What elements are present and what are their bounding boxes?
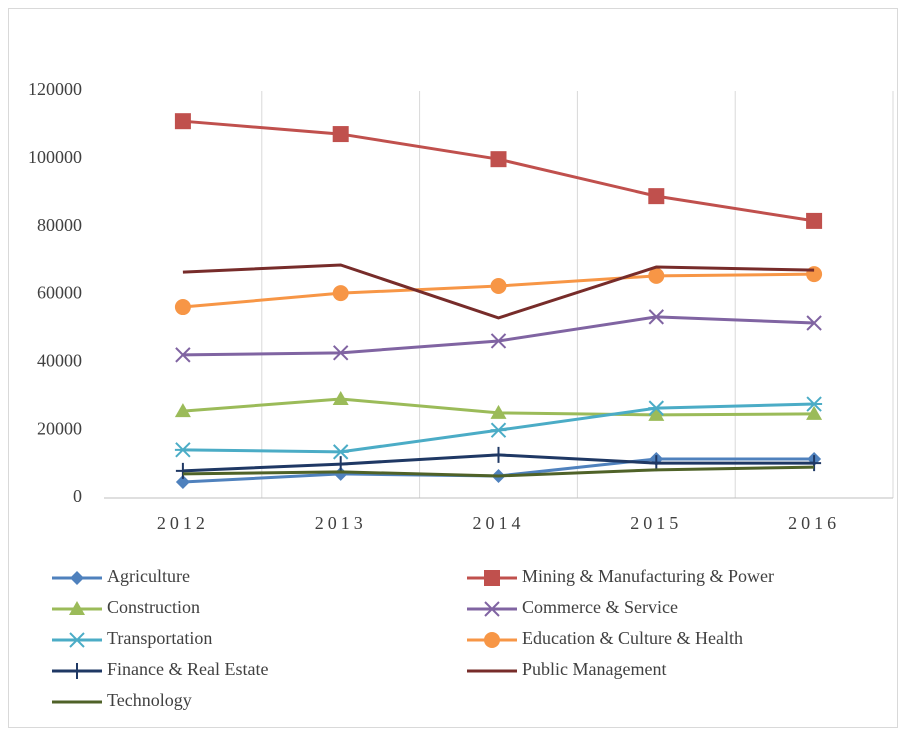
- marker: [332, 345, 349, 361]
- marker: [175, 475, 190, 490]
- chart-frame: [8, 8, 898, 728]
- marker: [648, 267, 665, 284]
- legend-label: Agriculture: [107, 566, 190, 586]
- marker: [174, 299, 191, 316]
- legend-marker: [484, 601, 500, 617]
- x-tick-label: 2014: [473, 513, 525, 533]
- series-line: [182, 465, 815, 478]
- marker: [648, 406, 665, 421]
- legend-label: Mining & Manufacturing & Power: [522, 566, 774, 586]
- y-tick-label: 40000: [37, 350, 82, 370]
- series-line: [182, 119, 815, 223]
- marker: [332, 285, 349, 302]
- y-tick-label: 60000: [37, 283, 82, 303]
- legend-label: Finance & Real Estate: [107, 659, 268, 679]
- marker: [174, 403, 191, 418]
- legend-label: Education & Culture & Health: [522, 628, 743, 648]
- x-tick-label: 2013: [315, 513, 367, 533]
- marker: [806, 212, 823, 229]
- legend-marker: [70, 663, 84, 679]
- legend-marker: [484, 570, 500, 586]
- marker: [174, 442, 191, 458]
- marker: [332, 126, 349, 143]
- marker: [490, 422, 507, 438]
- marker: [491, 446, 506, 463]
- marker: [332, 444, 349, 460]
- legend-marker: [69, 601, 85, 615]
- legend-label: Technology: [107, 690, 192, 710]
- marker: [333, 456, 348, 473]
- series-line: [182, 315, 815, 357]
- y-tick-label: 80000: [37, 215, 82, 235]
- marker: [175, 462, 190, 479]
- series-line: [182, 263, 815, 320]
- legend-label: Public Management: [522, 659, 666, 679]
- x-tick-label: 2016: [788, 513, 840, 533]
- marker: [175, 347, 191, 363]
- marker: [490, 151, 507, 168]
- marker: [490, 404, 507, 419]
- marker: [648, 188, 665, 205]
- y-tick-label: 100000: [28, 147, 82, 167]
- marker: [806, 405, 823, 420]
- marker: [648, 400, 665, 416]
- x-tick-label: 2015: [630, 513, 682, 533]
- legend-label: Construction: [107, 597, 200, 617]
- marker: [490, 333, 507, 349]
- marker: [490, 278, 507, 295]
- legend-marker: [69, 632, 85, 648]
- marker: [806, 396, 823, 412]
- y-tick-label: 0: [73, 486, 82, 506]
- y-tick-label: 20000: [37, 418, 82, 438]
- legend-marker: [70, 571, 84, 585]
- marker: [332, 390, 349, 405]
- y-tick-label: 120000: [28, 79, 82, 99]
- legend-marker: [484, 632, 500, 648]
- marker: [806, 315, 822, 331]
- marker: [648, 309, 665, 325]
- x-tick-label: 2012: [157, 513, 209, 533]
- legend-label: Transportation: [107, 628, 212, 648]
- marker: [174, 113, 191, 130]
- legend-label: Commerce & Service: [522, 597, 678, 617]
- marker: [333, 466, 348, 481]
